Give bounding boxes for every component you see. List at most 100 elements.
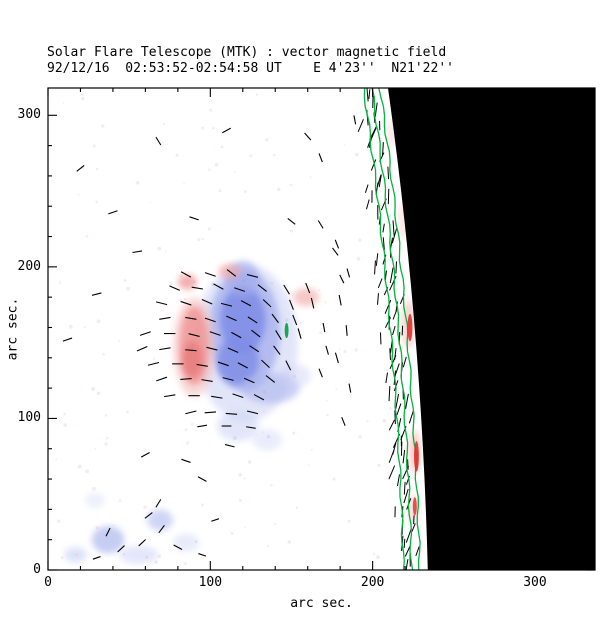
speckle <box>183 562 187 566</box>
speckle <box>295 506 299 509</box>
speckle <box>343 144 346 146</box>
x-tick-label: 200 <box>360 575 385 590</box>
field-vector <box>155 499 162 508</box>
field-vector <box>334 239 340 249</box>
speckle <box>274 522 277 526</box>
y-tick-label: 0 <box>33 562 41 577</box>
plot-subtitle: 92/12/16 02:53:52-02:54:58 UT E 4'23'' N… <box>47 61 454 76</box>
field-vector <box>285 360 292 371</box>
limb-hatch-vector <box>387 166 390 180</box>
limb-hatch-vector <box>392 220 395 236</box>
field-vector <box>240 300 252 307</box>
field-vector <box>159 316 171 320</box>
speckle <box>265 138 269 142</box>
speckle <box>310 448 313 451</box>
speckle <box>356 256 361 261</box>
field-vector <box>261 359 270 369</box>
field-vector <box>318 153 323 163</box>
speckle <box>169 281 173 286</box>
speckle <box>335 388 338 391</box>
field-vector <box>251 329 261 338</box>
limb-hatch-vector <box>382 223 385 233</box>
speckle <box>126 410 129 414</box>
polarity-patch <box>278 363 311 389</box>
speckle <box>244 526 246 529</box>
speckle <box>220 145 224 149</box>
limb-hatch-vector <box>395 393 399 410</box>
speckle <box>249 154 253 158</box>
speckle <box>192 280 196 284</box>
limb-hatch-vector <box>403 481 406 495</box>
limb-hatch-vector <box>388 386 391 402</box>
speckle <box>347 519 351 523</box>
speckle <box>104 414 108 417</box>
limb-contour-line <box>371 88 414 570</box>
limb-mark <box>412 497 417 516</box>
field-vector <box>136 345 148 352</box>
field-vector <box>231 331 242 339</box>
limb-hatch-vector <box>415 546 420 557</box>
field-vector <box>338 294 342 306</box>
limb-hatch-vector <box>374 102 378 118</box>
limb-hatch-vector <box>385 372 389 384</box>
speckle <box>165 250 167 253</box>
speckle <box>267 544 270 547</box>
polarity-patch <box>119 545 159 564</box>
speckle <box>81 92 84 96</box>
field-vector <box>201 379 213 382</box>
field-vector <box>91 292 102 296</box>
speckle <box>284 318 289 322</box>
limb-hatch-vector <box>366 88 369 102</box>
field-vector <box>232 393 244 399</box>
field-vector <box>317 220 324 229</box>
speckle <box>270 281 274 285</box>
limb-hatch-vector <box>391 228 398 244</box>
limb-hatch-vector <box>404 545 411 557</box>
polarity-patch <box>216 336 260 386</box>
field-vector <box>341 416 346 426</box>
speckle <box>143 505 147 509</box>
speckle <box>85 469 90 474</box>
polarity-patch <box>91 526 125 554</box>
speckle <box>94 448 96 450</box>
speckle <box>366 419 369 423</box>
x-tick-label: 300 <box>523 575 547 590</box>
field-vector <box>196 363 208 367</box>
polarity-patch <box>220 286 266 354</box>
field-vector <box>155 136 162 146</box>
field-vector <box>220 302 233 307</box>
field-vector <box>173 544 183 551</box>
plot-content <box>55 88 595 570</box>
speckle <box>218 189 222 193</box>
speckle <box>105 436 109 440</box>
limb-hatch-vector <box>384 299 392 314</box>
field-vector <box>217 361 229 367</box>
speckle <box>307 464 310 467</box>
limb-mark <box>284 322 289 339</box>
field-vector <box>304 132 312 141</box>
field-vector <box>92 556 101 560</box>
speckle <box>266 434 271 439</box>
speckle <box>80 96 85 101</box>
polarity-patch <box>64 547 87 563</box>
speckle <box>289 229 293 233</box>
field-vector <box>155 301 168 306</box>
limb-hatch-vector <box>357 119 364 133</box>
limb-hatch-vector <box>392 325 396 336</box>
speckle <box>101 124 105 128</box>
speckle <box>113 524 116 526</box>
speckle <box>292 374 297 379</box>
speckle <box>287 540 292 544</box>
speckle <box>102 352 105 356</box>
speckle <box>95 200 99 204</box>
field-vector <box>185 316 197 320</box>
speckle <box>238 498 242 503</box>
y-axis-label: arc sec. <box>5 297 21 361</box>
field-vector <box>273 345 281 355</box>
speckle <box>262 390 267 394</box>
limb-hatch-vector <box>376 174 382 187</box>
field-vector <box>292 314 298 326</box>
field-vector <box>204 272 216 277</box>
field-vector <box>197 476 207 482</box>
